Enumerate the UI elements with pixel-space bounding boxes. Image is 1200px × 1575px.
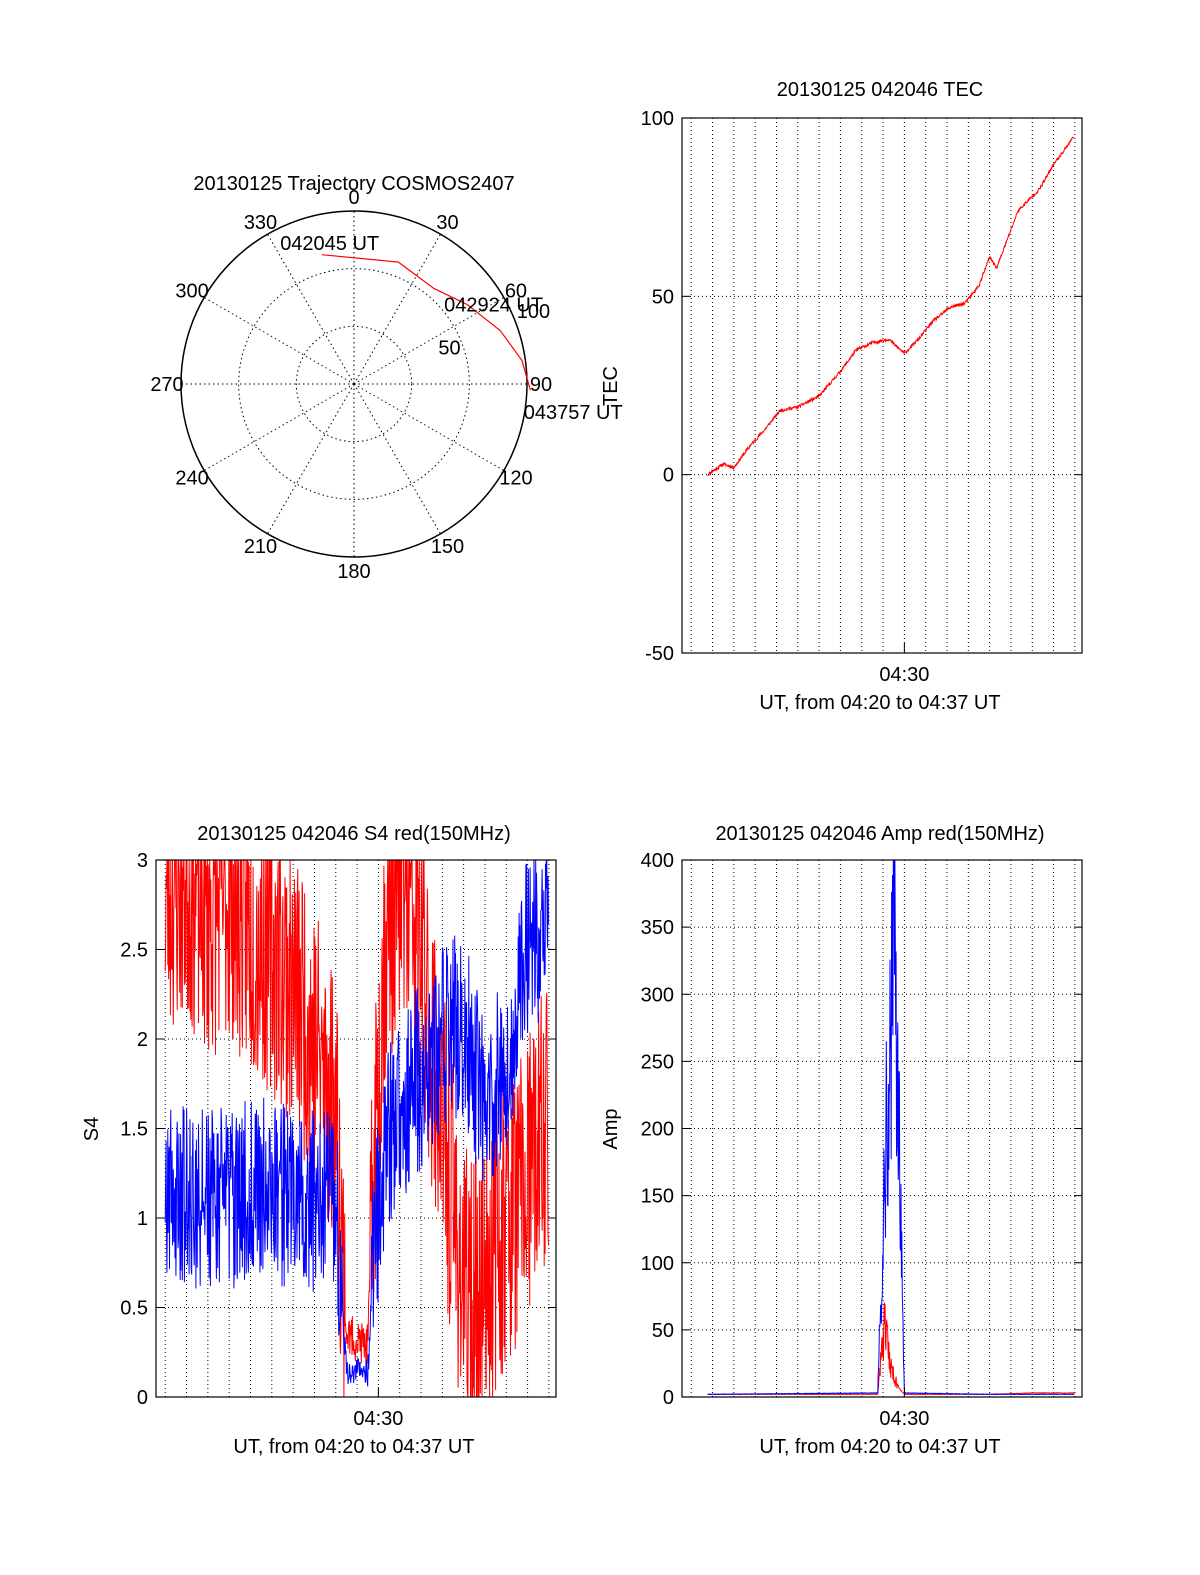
amp-plot-area: 0 50 100 150 200 250 300 350 400 04:30 xyxy=(641,850,1083,1430)
polar-spoke-1 xyxy=(353,233,441,385)
amp-x-ticks: 04:30 xyxy=(879,1387,929,1430)
polar-ring-label-50: 50 xyxy=(438,337,460,359)
s4-title: 20130125 042046 S4 red(150MHz) xyxy=(197,823,511,845)
polar-ring-label-100: 100 xyxy=(517,301,550,323)
tec-ylabel: TEC xyxy=(600,366,622,406)
s4-y-tick-label: 2 xyxy=(137,1029,148,1051)
tec-y-ticks: -50 0 50 100 xyxy=(641,108,1082,665)
trajectory-track xyxy=(321,254,531,391)
polar-spoke-2 xyxy=(353,297,505,385)
tec-x-tick-label: 04:30 xyxy=(879,664,929,686)
polar-spoke-5 xyxy=(353,383,441,535)
amp-y-tick-label: 100 xyxy=(641,1253,674,1275)
s4-horizontal-grid xyxy=(156,949,556,1308)
tec-vertical-grid xyxy=(690,118,1076,653)
amp-y-tick-label: 0 xyxy=(663,1387,674,1409)
s4-y-tick-label: 1.5 xyxy=(120,1119,148,1141)
s4-plot-area: 0 0.5 1 1.5 2 2.5 3 04:30 xyxy=(120,850,557,1430)
amp-title: 20130125 042046 Amp red(150MHz) xyxy=(715,823,1044,845)
s4-y-ticks: 0 0.5 1 1.5 2 2.5 3 xyxy=(120,850,556,1409)
trajectory-annotation-1: 042924 UT xyxy=(444,295,543,317)
polar-azimuth-label-210: 210 xyxy=(244,536,277,558)
amp-series-0 xyxy=(707,1302,1075,1396)
trajectory-annotations: 042045 UT 042924 UT 043757 UT xyxy=(280,233,622,424)
polar-azimuth-label-0: 0 xyxy=(348,187,359,209)
polar-azimuth-label-270: 270 xyxy=(150,374,183,396)
trajectory-annotation-0: 042045 UT xyxy=(280,233,379,255)
tec-y-tick-label: 50 xyxy=(652,286,674,308)
polar-azimuth-labels: 0 30 60 90 120 150 180 210 240 270 300 330 xyxy=(150,187,552,583)
amp-y-tick-label: 400 xyxy=(641,850,674,872)
amp-y-tick-label: 250 xyxy=(641,1051,674,1073)
polar-spoke-4 xyxy=(353,383,505,471)
polar-ring-1 xyxy=(238,268,470,500)
polar-spoke-10 xyxy=(203,297,355,385)
polar-azimuth-label-30: 30 xyxy=(436,212,458,234)
amp-y-tick-label: 300 xyxy=(641,984,674,1006)
amp-x-tick-label: 04:30 xyxy=(879,1408,929,1430)
amp-y-tick-label: 150 xyxy=(641,1186,674,1208)
tec-x-ticks: 04:30 xyxy=(879,643,929,686)
polar-grid xyxy=(180,210,528,558)
s4-x-ticks: 04:30 xyxy=(353,1387,403,1430)
polar-outer-circle xyxy=(180,210,528,558)
s4-series-1 xyxy=(164,860,549,1387)
s4-y-tick-label: 0.5 xyxy=(120,1298,148,1320)
s4-ylabel: S4 xyxy=(81,1117,103,1141)
tec-y-tick-label: -50 xyxy=(645,643,674,665)
amp-panel: 20130125 042046 Amp red(150MHz) UT, from… xyxy=(600,823,1083,1458)
s4-series-0 xyxy=(164,860,549,1397)
trajectory-panel: 20130125 Trajectory COSMOS2407 0 30 60 90 12… xyxy=(150,173,622,583)
amp-xlabel: UT, from 04:20 to 04:37 UT xyxy=(759,1436,1000,1458)
s4-panel: 20130125 042046 S4 red(150MHz) UT, from … xyxy=(81,823,557,1458)
polar-ring-0 xyxy=(295,325,413,443)
trajectory-annotation-2: 043757 UT xyxy=(524,402,623,424)
polar-azimuth-label-240: 240 xyxy=(175,468,208,490)
tec-y-tick-label: 100 xyxy=(641,108,674,130)
tec-series-0 xyxy=(707,136,1075,477)
amp-y-tick-label: 200 xyxy=(641,1119,674,1141)
tec-title: 20130125 042046 TEC xyxy=(777,79,983,101)
amp-horizontal-grid xyxy=(682,926,1082,1331)
polar-azimuth-label-330: 330 xyxy=(244,212,277,234)
s4-x-tick-label: 04:30 xyxy=(353,1408,403,1430)
amp-vertical-grid xyxy=(690,860,1076,1397)
amp-ylabel: Amp xyxy=(600,1108,622,1149)
polar-azimuth-label-300: 300 xyxy=(175,281,208,303)
polar-spoke-11 xyxy=(267,233,355,385)
amp-series-1 xyxy=(707,860,1075,1396)
amp-y-tick-label: 50 xyxy=(652,1320,674,1342)
polar-azimuth-label-180: 180 xyxy=(337,561,370,583)
polar-spoke-8 xyxy=(203,383,355,471)
tec-plot-area: -50 0 50 100 04:30 xyxy=(641,108,1083,686)
amp-y-ticks: 0 50 100 150 200 250 300 350 400 xyxy=(641,850,1082,1409)
tec-xlabel: UT, from 04:20 to 04:37 UT xyxy=(759,692,1000,714)
polar-azimuth-label-150: 150 xyxy=(431,536,464,558)
polar-spoke-7 xyxy=(267,383,355,535)
s4-y-tick-label: 2.5 xyxy=(120,940,148,962)
s4-xlabel: UT, from 04:20 to 04:37 UT xyxy=(233,1436,474,1458)
tec-frame xyxy=(681,117,1083,654)
polar-azimuth-label-120: 120 xyxy=(499,468,532,490)
polar-azimuth-label-60: 60 xyxy=(505,281,527,303)
tec-panel: 20130125 042046 TEC UT, from 04:20 to 04… xyxy=(600,79,1083,714)
trajectory-title: 20130125 Trajectory COSMOS2407 xyxy=(193,173,514,195)
polar-ring-labels: 50 100 xyxy=(438,301,550,360)
polar-azimuth-label-90: 90 xyxy=(530,374,552,396)
s4-y-tick-label: 0 xyxy=(137,1387,148,1409)
tec-horizontal-grid xyxy=(682,295,1082,476)
s4-y-tick-label: 1 xyxy=(137,1208,148,1230)
s4-y-tick-label: 3 xyxy=(137,850,148,872)
tec-y-tick-label: 0 xyxy=(663,465,674,487)
amp-y-tick-label: 350 xyxy=(641,917,674,939)
